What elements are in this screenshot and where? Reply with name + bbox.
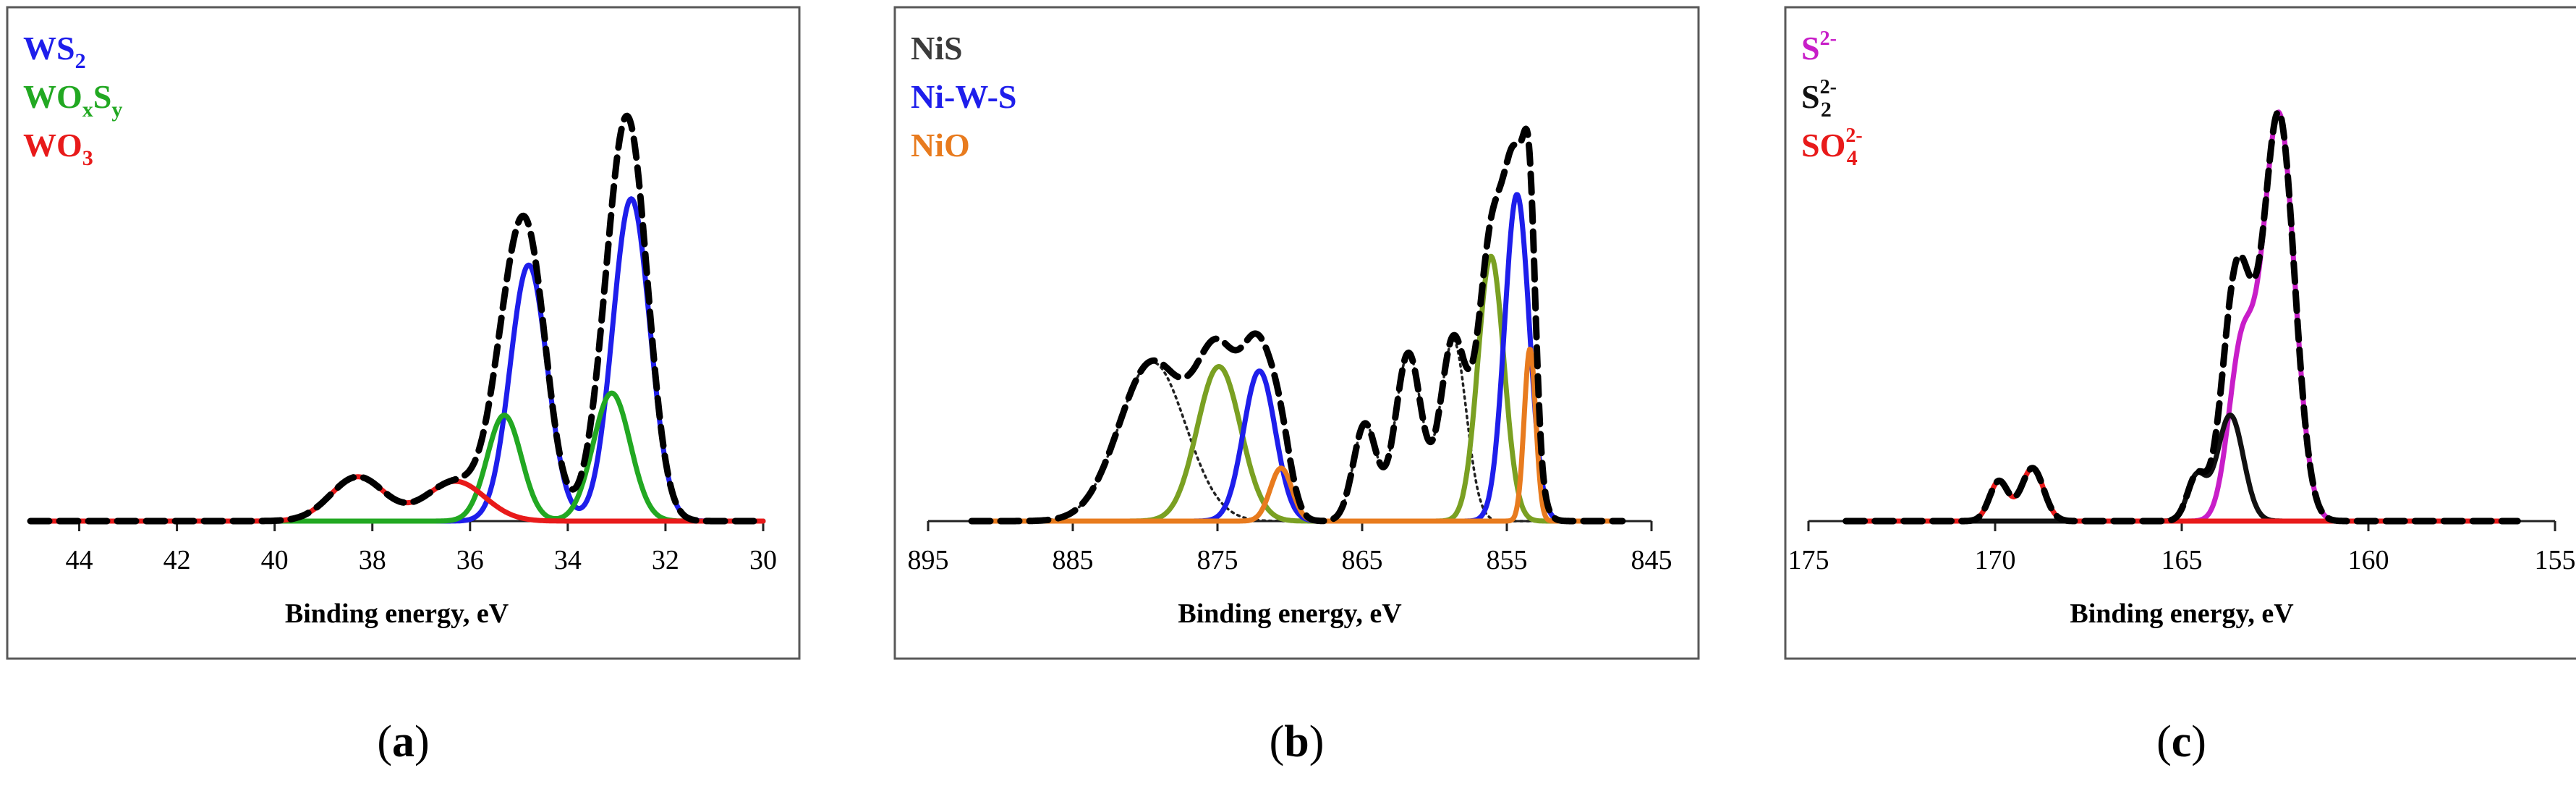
x-axis-label: Binding energy, eV [1178,599,1402,629]
x-axis-label: Binding energy, eV [2070,599,2294,629]
x-axis-label: Binding energy, eV [285,599,509,629]
panel-b: 895 885 875 865 855 845 Binding energy, eV NiS N… [893,6,1700,766]
series-envelope-line [27,112,767,525]
legend-entry: WOxSy [23,78,122,122]
legend-entry: WS2 [23,30,86,73]
panel-a: 44 42 40 38 36 34 32 30 Binding energy, eV WS2 WOx… [6,6,801,766]
legend-entry: S2-2 [1801,76,1837,122]
x-tick-label: 30 [749,545,777,575]
panel-c: 175 170 165 160 155 Binding energy, eV S2- S2-2… [1784,6,2576,766]
x-tick-label: 885 [1053,545,1094,575]
x-tick-label: 34 [554,545,582,575]
panel-label: (b) [1270,717,1325,766]
panel-label: (a) [377,717,429,766]
legend-entry: S2- [1801,28,1837,67]
chart-frame [1784,6,2576,660]
legend-entry: Ni-W-S [911,78,1017,115]
panel-label: (c) [2156,717,2206,766]
x-tick-label: 44 [66,545,93,575]
chart-frame [6,6,801,660]
x-tick-label: 155 [2535,545,2576,575]
x-tick-label: 160 [2348,545,2389,575]
x-tick-label: 165 [2161,545,2203,575]
x-tick-label: 895 [908,545,949,575]
legend-entry: NiS [911,30,963,67]
x-tick-label: 845 [1631,545,1672,575]
x-tick-label: 865 [1342,545,1383,575]
x-tick-label: 175 [1788,545,1829,575]
x-tick-label: 855 [1487,545,1528,575]
x-tick-label: 42 [163,545,191,575]
series-envelope-line [1842,109,2521,525]
x-tick-label: 170 [1975,545,2016,575]
x-tick-label: 36 [456,545,484,575]
legend-entry: SO2-4 [1801,124,1863,170]
legend-entry: NiO [911,127,970,164]
series-envelope-line [968,125,1626,525]
x-tick-label: 875 [1197,545,1238,575]
x-tick-label: 38 [359,545,386,575]
x-tick-label: 32 [652,545,679,575]
x-tick-label: 40 [261,545,289,575]
chart-frame [893,6,1700,660]
legend-entry: WO3 [23,127,93,170]
